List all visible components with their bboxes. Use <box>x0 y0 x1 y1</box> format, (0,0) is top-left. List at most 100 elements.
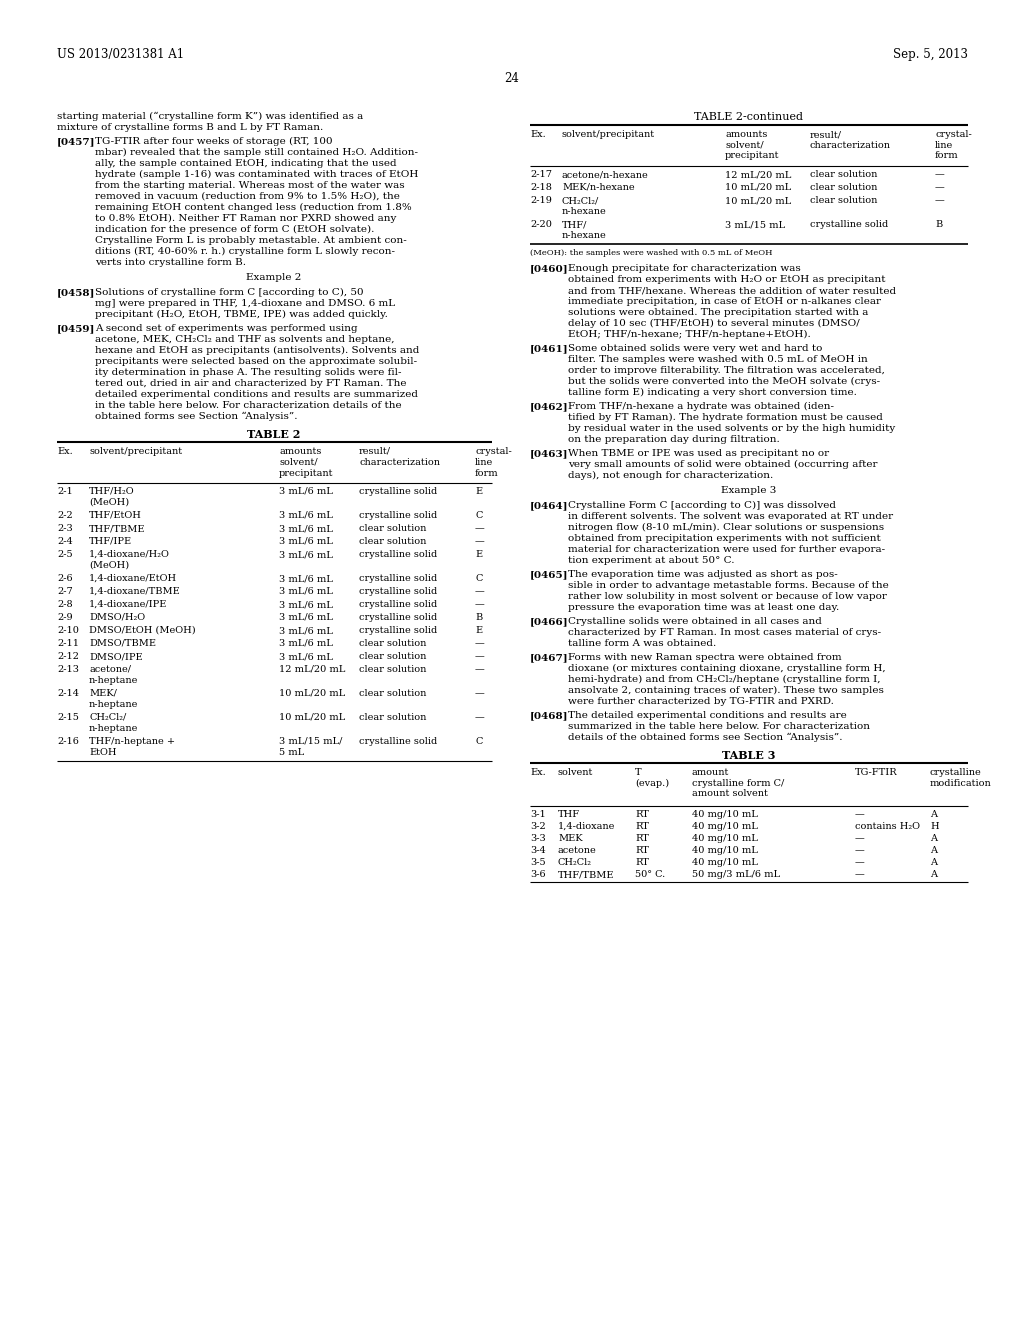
Text: order to improve filterability. The filtration was accelerated,: order to improve filterability. The filt… <box>568 366 885 375</box>
Text: [0458]: [0458] <box>57 288 95 297</box>
Text: ally, the sample contained EtOH, indicating that the used: ally, the sample contained EtOH, indicat… <box>95 158 396 168</box>
Text: —: — <box>475 665 484 675</box>
Text: [0467]: [0467] <box>530 653 568 663</box>
Text: 2-15: 2-15 <box>57 713 79 722</box>
Text: CH₂Cl₂/
n-heptane: CH₂Cl₂/ n-heptane <box>89 713 138 733</box>
Text: 3 mL/6 mL: 3 mL/6 mL <box>279 587 333 597</box>
Text: 3 mL/6 mL: 3 mL/6 mL <box>279 612 333 622</box>
Text: crystalline solid: crystalline solid <box>359 587 437 597</box>
Text: on the preparation day during filtration.: on the preparation day during filtration… <box>568 436 779 444</box>
Text: —: — <box>855 858 864 867</box>
Text: 3-4: 3-4 <box>530 846 546 855</box>
Text: 40 mg/10 mL: 40 mg/10 mL <box>692 834 758 843</box>
Text: [0462]: [0462] <box>530 403 568 411</box>
Text: 3 mL/15 mL: 3 mL/15 mL <box>725 220 785 228</box>
Text: [0466]: [0466] <box>530 616 568 626</box>
Text: MEK: MEK <box>558 834 583 843</box>
Text: —: — <box>475 652 484 661</box>
Text: in different solvents. The solvent was evaporated at RT under: in different solvents. The solvent was e… <box>568 512 893 521</box>
Text: solvent/precipitant: solvent/precipitant <box>89 447 182 455</box>
Text: —: — <box>855 870 864 879</box>
Text: —: — <box>475 587 484 597</box>
Text: C: C <box>475 511 482 520</box>
Text: 2-16: 2-16 <box>57 737 79 746</box>
Text: CH₂Cl₂: CH₂Cl₂ <box>558 858 592 867</box>
Text: crystalline solid: crystalline solid <box>359 550 437 558</box>
Text: crystal-
line
form: crystal- line form <box>475 447 512 478</box>
Text: crystalline solid: crystalline solid <box>359 737 437 746</box>
Text: RT: RT <box>635 846 649 855</box>
Text: ansolvate 2, containing traces of water). These two samples: ansolvate 2, containing traces of water)… <box>568 686 884 696</box>
Text: [0468]: [0468] <box>530 711 568 719</box>
Text: When TBME or IPE was used as precipitant no or: When TBME or IPE was used as precipitant… <box>568 449 829 458</box>
Text: Crystalline Form L is probably metastable. At ambient con-: Crystalline Form L is probably metastabl… <box>95 236 407 246</box>
Text: 1,4-dioxane/IPE: 1,4-dioxane/IPE <box>89 601 167 609</box>
Text: US 2013/0231381 A1: US 2013/0231381 A1 <box>57 48 184 61</box>
Text: obtained from experiments with H₂O or EtOH as precipitant: obtained from experiments with H₂O or Et… <box>568 275 886 284</box>
Text: MEK/n-hexane: MEK/n-hexane <box>562 183 635 191</box>
Text: clear solution: clear solution <box>359 652 426 661</box>
Text: TG-FTIR after four weeks of storage (RT, 100: TG-FTIR after four weeks of storage (RT,… <box>95 137 333 147</box>
Text: 2-4: 2-4 <box>57 537 73 546</box>
Text: —: — <box>935 195 945 205</box>
Text: 1,4-dioxane: 1,4-dioxane <box>558 822 615 832</box>
Text: summarized in the table here below. For characterization: summarized in the table here below. For … <box>568 722 870 731</box>
Text: crystalline solid: crystalline solid <box>359 612 437 622</box>
Text: clear solution: clear solution <box>810 195 878 205</box>
Text: pressure the evaporation time was at least one day.: pressure the evaporation time was at lea… <box>568 603 840 612</box>
Text: C: C <box>475 737 482 746</box>
Text: sible in order to advantage metastable forms. Because of the: sible in order to advantage metastable f… <box>568 581 889 590</box>
Text: verts into crystalline form B.: verts into crystalline form B. <box>95 257 246 267</box>
Text: RT: RT <box>635 822 649 832</box>
Text: [0459]: [0459] <box>57 323 95 333</box>
Text: MEK/
n-heptane: MEK/ n-heptane <box>89 689 138 709</box>
Text: THF/TBME: THF/TBME <box>558 870 614 879</box>
Text: from the starting material. Whereas most of the water was: from the starting material. Whereas most… <box>95 181 404 190</box>
Text: solvent/precipitant: solvent/precipitant <box>562 129 655 139</box>
Text: THF/TBME: THF/TBME <box>89 524 145 533</box>
Text: mbar) revealed that the sample still contained H₂O. Addition-: mbar) revealed that the sample still con… <box>95 148 418 157</box>
Text: crystal-
line
form: crystal- line form <box>935 129 972 161</box>
Text: DMSO/EtOH (MeOH): DMSO/EtOH (MeOH) <box>89 626 196 635</box>
Text: 3 mL/6 mL: 3 mL/6 mL <box>279 574 333 583</box>
Text: 3 mL/6 mL: 3 mL/6 mL <box>279 550 333 558</box>
Text: obtained forms see Section “Analysis”.: obtained forms see Section “Analysis”. <box>95 412 298 421</box>
Text: 2-20: 2-20 <box>530 220 552 228</box>
Text: 50° C.: 50° C. <box>635 870 666 879</box>
Text: 2-2: 2-2 <box>57 511 73 520</box>
Text: crystalline solid: crystalline solid <box>359 574 437 583</box>
Text: 12 mL/20 mL: 12 mL/20 mL <box>279 665 345 675</box>
Text: detailed experimental conditions and results are summarized: detailed experimental conditions and res… <box>95 389 418 399</box>
Text: to 0.8% EtOH). Neither FT Raman nor PXRD showed any: to 0.8% EtOH). Neither FT Raman nor PXRD… <box>95 214 396 223</box>
Text: RT: RT <box>635 858 649 867</box>
Text: 3-1: 3-1 <box>530 810 546 818</box>
Text: Example 3: Example 3 <box>721 486 776 495</box>
Text: very small amounts of solid were obtained (occurring after: very small amounts of solid were obtaine… <box>568 459 878 469</box>
Text: 40 mg/10 mL: 40 mg/10 mL <box>692 810 758 818</box>
Text: and from THF/hexane. Whereas the addition of water resulted: and from THF/hexane. Whereas the additio… <box>568 286 896 294</box>
Text: A: A <box>930 846 937 855</box>
Text: A second set of experiments was performed using: A second set of experiments was performe… <box>95 323 357 333</box>
Text: tified by FT Raman). The hydrate formation must be caused: tified by FT Raman). The hydrate formati… <box>568 413 883 422</box>
Text: 2-3: 2-3 <box>57 524 73 533</box>
Text: RT: RT <box>635 834 649 843</box>
Text: From THF/n-hexane a hydrate was obtained (iden-: From THF/n-hexane a hydrate was obtained… <box>568 403 834 411</box>
Text: immediate precipitation, in case of EtOH or n-alkanes clear: immediate precipitation, in case of EtOH… <box>568 297 881 306</box>
Text: 2-19: 2-19 <box>530 195 552 205</box>
Text: 2-17: 2-17 <box>530 170 552 180</box>
Text: tion experiment at about 50° C.: tion experiment at about 50° C. <box>568 556 734 565</box>
Text: 2-1: 2-1 <box>57 487 73 496</box>
Text: C: C <box>475 574 482 583</box>
Text: 3-2: 3-2 <box>530 822 546 832</box>
Text: 3-5: 3-5 <box>530 858 546 867</box>
Text: crystalline solid: crystalline solid <box>359 626 437 635</box>
Text: ity determination in phase A. The resulting solids were fil-: ity determination in phase A. The result… <box>95 368 401 378</box>
Text: E: E <box>475 550 482 558</box>
Text: —: — <box>855 846 864 855</box>
Text: 10 mL/20 mL: 10 mL/20 mL <box>279 713 345 722</box>
Text: 3-3: 3-3 <box>530 834 546 843</box>
Text: 3 mL/6 mL: 3 mL/6 mL <box>279 652 333 661</box>
Text: 3 mL/6 mL: 3 mL/6 mL <box>279 487 333 496</box>
Text: 1,4-dioxane/EtOH: 1,4-dioxane/EtOH <box>89 574 177 583</box>
Text: B: B <box>935 220 942 228</box>
